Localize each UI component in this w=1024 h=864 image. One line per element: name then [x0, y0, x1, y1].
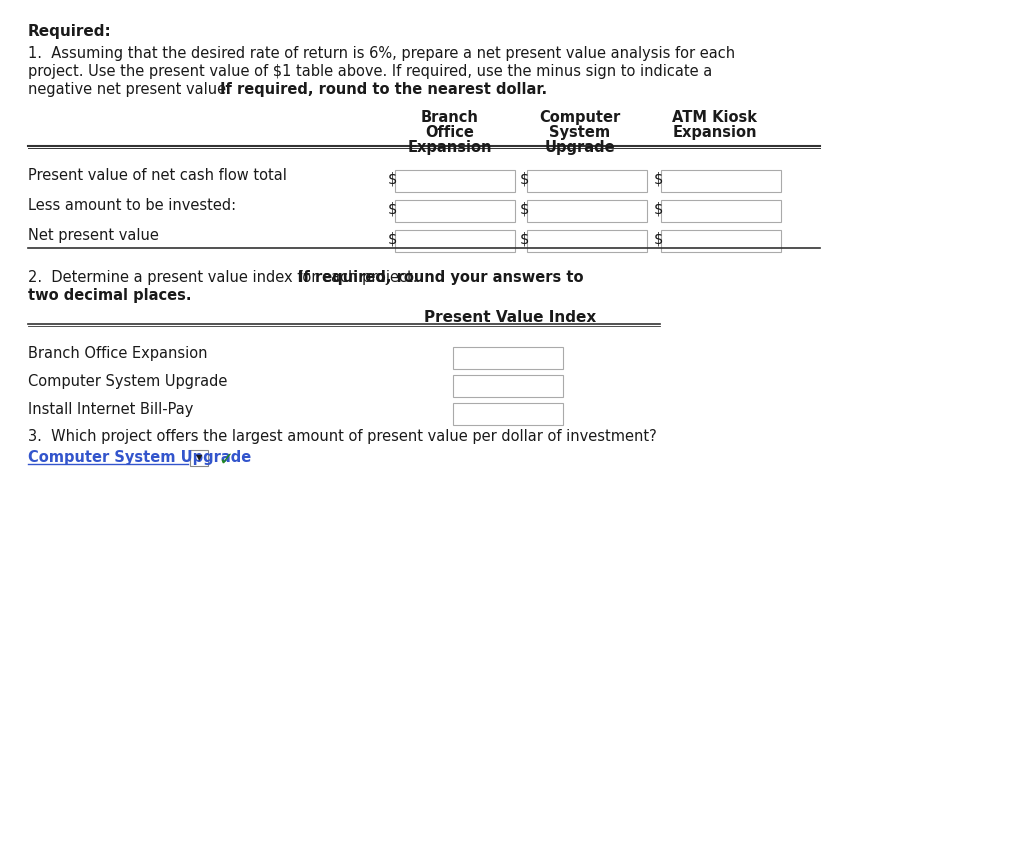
FancyBboxPatch shape: [662, 170, 781, 192]
Text: Branch Office Expansion: Branch Office Expansion: [28, 346, 208, 361]
Text: Expansion: Expansion: [408, 140, 493, 155]
Text: Branch: Branch: [421, 110, 479, 125]
Text: $: $: [654, 171, 664, 186]
Text: Expansion: Expansion: [673, 125, 758, 140]
Text: $: $: [388, 231, 397, 246]
Text: Computer System Upgrade: Computer System Upgrade: [28, 450, 251, 465]
Text: $: $: [388, 171, 397, 186]
Text: ATM Kiosk: ATM Kiosk: [673, 110, 758, 125]
Text: ▼: ▼: [196, 453, 203, 462]
Text: If required, round your answers to: If required, round your answers to: [298, 270, 584, 285]
FancyBboxPatch shape: [453, 403, 563, 425]
Text: 2.  Determine a present value index for each project.: 2. Determine a present value index for e…: [28, 270, 422, 285]
Text: Net present value: Net present value: [28, 228, 159, 243]
Text: ✓: ✓: [218, 451, 233, 469]
Text: Computer: Computer: [540, 110, 621, 125]
Text: System: System: [550, 125, 610, 140]
Text: project. Use the present value of $1 table above. If required, use the minus sig: project. Use the present value of $1 tab…: [28, 64, 713, 79]
FancyBboxPatch shape: [190, 450, 208, 466]
Text: $: $: [654, 201, 664, 216]
Text: 3.  Which project offers the largest amount of present value per dollar of inves: 3. Which project offers the largest amou…: [28, 429, 656, 444]
FancyBboxPatch shape: [527, 170, 647, 192]
FancyBboxPatch shape: [662, 200, 781, 222]
Text: two decimal places.: two decimal places.: [28, 288, 191, 303]
Text: Computer System Upgrade: Computer System Upgrade: [28, 374, 227, 389]
FancyBboxPatch shape: [662, 230, 781, 252]
Text: $: $: [388, 201, 397, 216]
Text: $: $: [520, 201, 529, 216]
FancyBboxPatch shape: [527, 200, 647, 222]
Text: $: $: [520, 171, 529, 186]
Text: Present value of net cash flow total: Present value of net cash flow total: [28, 168, 287, 183]
FancyBboxPatch shape: [453, 347, 563, 369]
Text: Required:: Required:: [28, 24, 112, 39]
Text: Install Internet Bill-Pay: Install Internet Bill-Pay: [28, 402, 194, 417]
Text: Present Value Index: Present Value Index: [424, 310, 596, 325]
FancyBboxPatch shape: [395, 230, 515, 252]
FancyBboxPatch shape: [395, 200, 515, 222]
Text: Less amount to be invested:: Less amount to be invested:: [28, 198, 237, 213]
Text: $: $: [520, 231, 529, 246]
FancyBboxPatch shape: [395, 170, 515, 192]
Text: Office: Office: [426, 125, 474, 140]
Text: negative net present value.: negative net present value.: [28, 82, 236, 97]
Text: 1.  Assuming that the desired rate of return is 6%, prepare a net present value : 1. Assuming that the desired rate of ret…: [28, 46, 735, 61]
FancyBboxPatch shape: [453, 375, 563, 397]
Text: $: $: [654, 231, 664, 246]
Text: Upgrade: Upgrade: [545, 140, 615, 155]
FancyBboxPatch shape: [527, 230, 647, 252]
Text: If required, round to the nearest dollar.: If required, round to the nearest dollar…: [220, 82, 547, 97]
